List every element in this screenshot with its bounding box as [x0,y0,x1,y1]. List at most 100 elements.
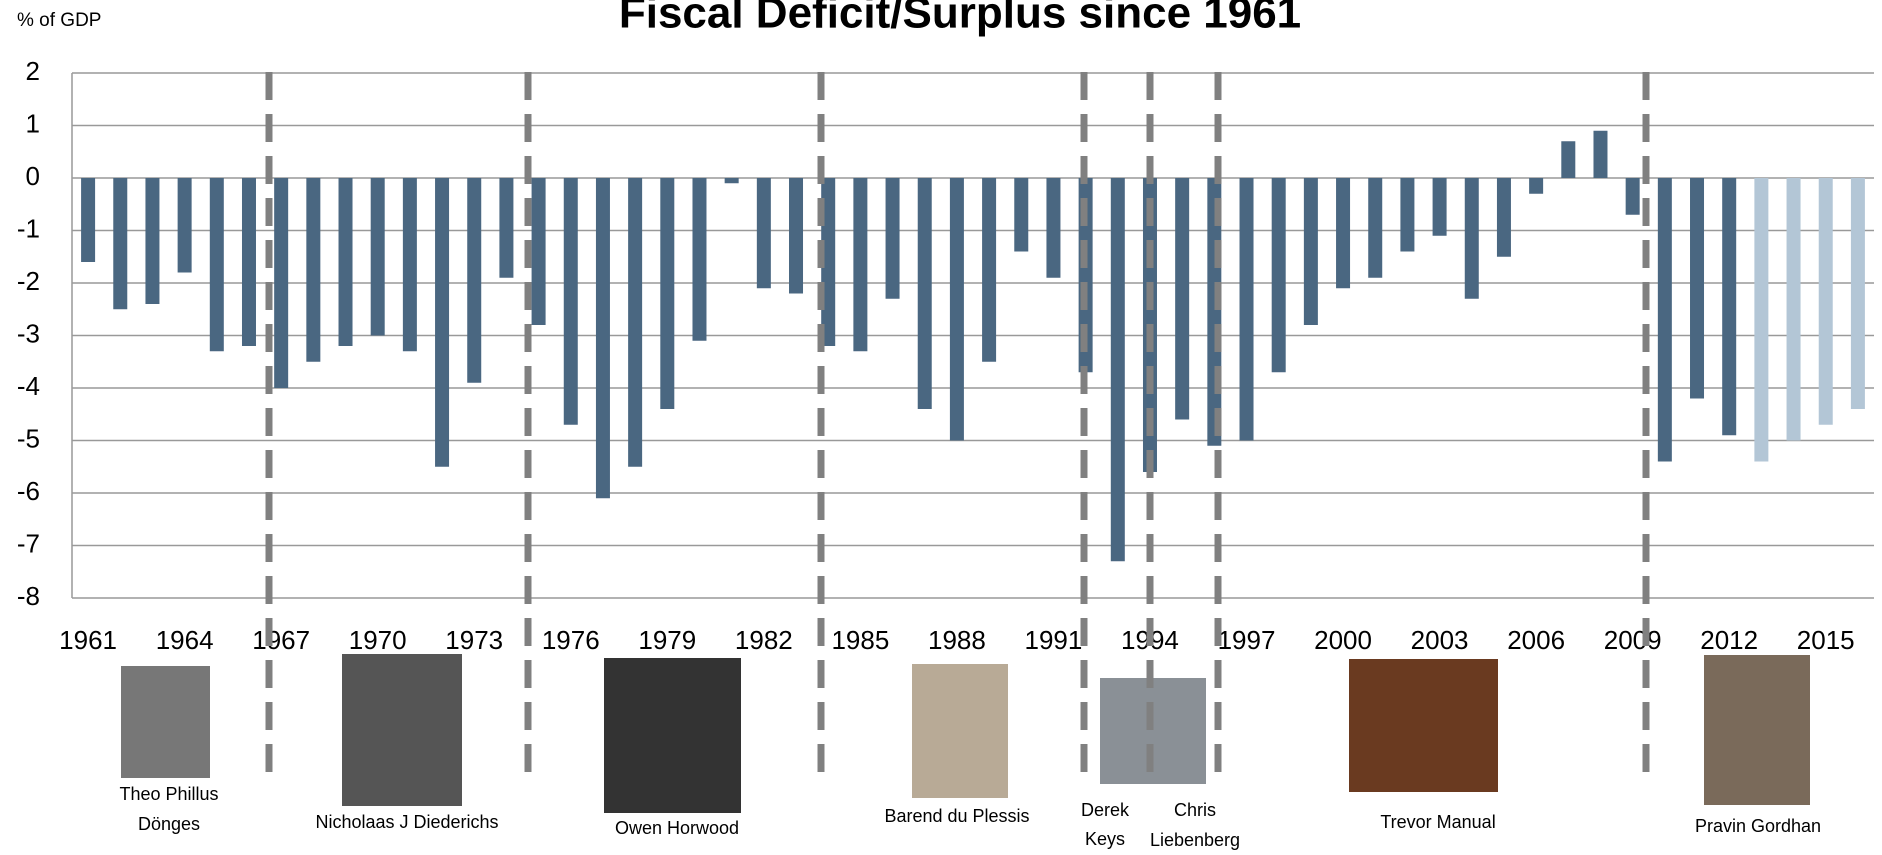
photo [121,666,210,778]
photo [342,654,462,806]
y-tick-label: -6 [17,476,40,506]
y-tick-label: 0 [26,161,40,191]
bar [1046,178,1061,278]
bar [982,178,997,362]
bar [724,178,739,184]
bar [113,178,128,310]
bar [1690,178,1705,399]
annotation: Keys [1085,829,1125,849]
y-tick-label: -7 [17,528,40,558]
x-tick-label: 2015 [1797,625,1855,655]
bar [821,178,836,346]
bar [306,178,321,362]
y-axis-label: % of GDP [17,10,101,31]
bar [1464,178,1479,299]
bar [1175,178,1190,420]
bar [1850,178,1865,409]
y-tick-label: -5 [17,423,40,453]
annotation: Barend du Plessis [884,806,1029,826]
y-tick-label: -8 [17,581,40,611]
bar [1561,141,1576,178]
bar [1400,178,1415,252]
bar [595,178,610,499]
x-tick-label: 1979 [638,625,696,655]
bar [1432,178,1447,236]
annotation: Trevor Manual [1380,812,1495,832]
bar [435,178,450,467]
y-tick-label: 2 [26,56,40,86]
x-tick-label: 1976 [542,625,600,655]
x-tick-label: 1988 [928,625,986,655]
bar [1818,178,1833,425]
bar [531,178,546,325]
bar [1786,178,1801,441]
bar [917,178,932,409]
photos [121,654,1810,813]
annotation: Theo Phillus [119,784,218,804]
chart-title: Fiscal Deficit/Surplus since 1961 [619,0,1301,38]
bar [467,178,482,383]
x-tick-label: 2012 [1700,625,1758,655]
bar [789,178,804,294]
x-tick-label: 2000 [1314,625,1372,655]
bar [628,178,643,467]
bar [1722,178,1737,436]
bar [274,178,289,388]
y-tick-label: 1 [26,108,40,138]
x-tick-label: 2009 [1604,625,1662,655]
bar [1303,178,1318,325]
x-tick-label: 1970 [349,625,407,655]
bar [145,178,160,304]
x-tick-label: 1982 [735,625,793,655]
annotation: Liebenberg [1150,830,1240,850]
y-tick-label: -4 [17,371,40,401]
bar [1625,178,1640,215]
bar [692,178,707,341]
bar [177,178,192,273]
photo [1704,655,1810,805]
x-tick-label: 1967 [252,625,310,655]
bar [949,178,964,441]
annotation: Dönges [138,814,200,834]
bar [1368,178,1383,278]
bar [1529,178,1544,194]
x-tick-label: 1961 [59,625,117,655]
bar [1078,178,1093,373]
x-tick-label: 1997 [1218,625,1276,655]
annotation: Chris [1174,800,1216,820]
photo [1349,659,1498,792]
x-tick-label: 1991 [1025,625,1083,655]
bar [81,178,96,262]
bar [660,178,675,409]
annotation: Pravin Gordhan [1695,816,1821,836]
bar [1593,130,1608,178]
bar [1110,178,1125,562]
bar [1657,178,1672,462]
x-tick-label: 1973 [445,625,503,655]
y-tick-label: -3 [17,318,40,348]
x-tick-label: 2003 [1411,625,1469,655]
bar [853,178,868,352]
bar [563,178,578,425]
photo [912,664,1008,798]
x-tick-label: 2006 [1507,625,1565,655]
bar [1271,178,1286,373]
x-tick-label: 1964 [156,625,214,655]
bar [1336,178,1351,289]
bar [402,178,417,352]
bar [1496,178,1511,257]
bar [885,178,900,299]
bar [1754,178,1769,462]
annotation: Derek [1081,800,1130,820]
annotation: Nicholaas J Diederichs [315,812,498,832]
annotation: Owen Horwood [615,818,739,838]
bar [370,178,385,336]
x-tick-label: 1985 [831,625,889,655]
bar [209,178,224,352]
photo [604,658,741,813]
y-tick-label: -1 [17,213,40,243]
bar [756,178,771,289]
bar [499,178,514,278]
bar [1239,178,1254,441]
